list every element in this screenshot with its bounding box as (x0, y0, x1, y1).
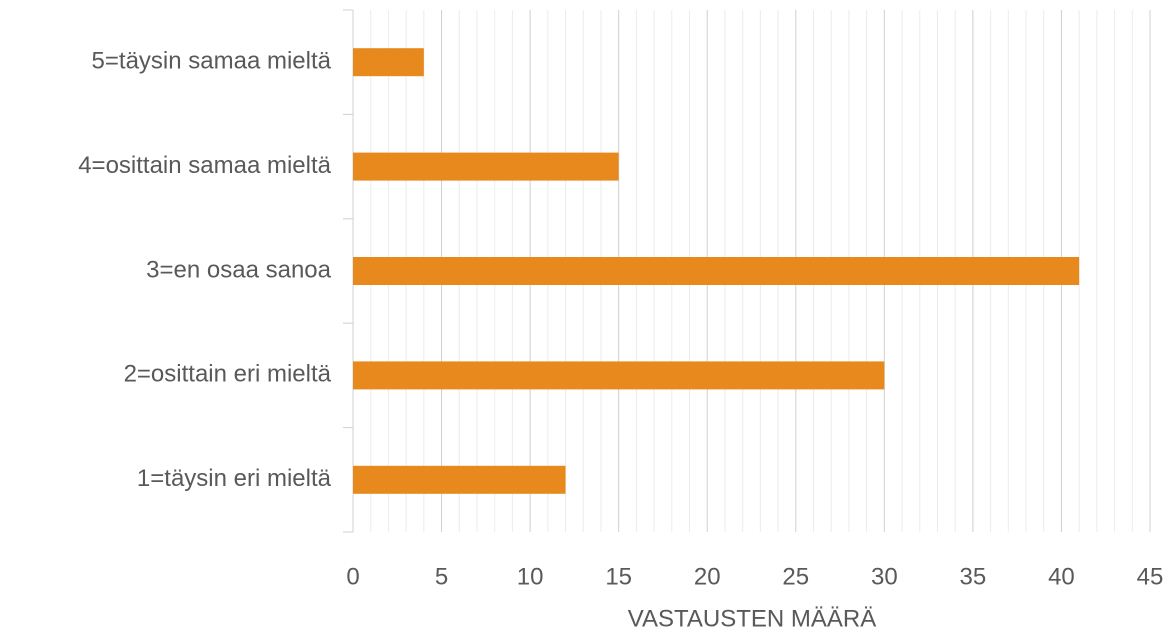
bar (353, 257, 1080, 285)
x-tick-label: 25 (782, 563, 809, 590)
x-tick-label: 20 (694, 563, 721, 590)
y-tick-label: 2=osittain eri mieltä (124, 361, 332, 388)
bar (353, 465, 566, 494)
x-tick-label: 35 (960, 563, 987, 590)
y-tick-label: 4=osittain samaa mieltä (78, 152, 331, 179)
y-tick-label: 5=täysin samaa mieltä (92, 48, 332, 75)
y-tick-label: 1=täysin eri mieltä (137, 465, 332, 492)
bar (353, 48, 424, 77)
x-tick-label: 15 (605, 563, 632, 590)
bar (353, 361, 885, 390)
x-tick-label: 10 (517, 563, 544, 590)
x-tick-label: 30 (871, 563, 898, 590)
y-tick-label: 3=en osaa sanoa (146, 256, 331, 283)
x-tick-label: 0 (346, 563, 359, 590)
bar (353, 152, 619, 181)
x-tick-label: 45 (1137, 563, 1164, 590)
x-tick-label: 40 (1048, 563, 1075, 590)
x-axis-label: VASTAUSTEN MÄÄRÄ (628, 605, 876, 632)
x-tick-label: 5 (435, 563, 448, 590)
